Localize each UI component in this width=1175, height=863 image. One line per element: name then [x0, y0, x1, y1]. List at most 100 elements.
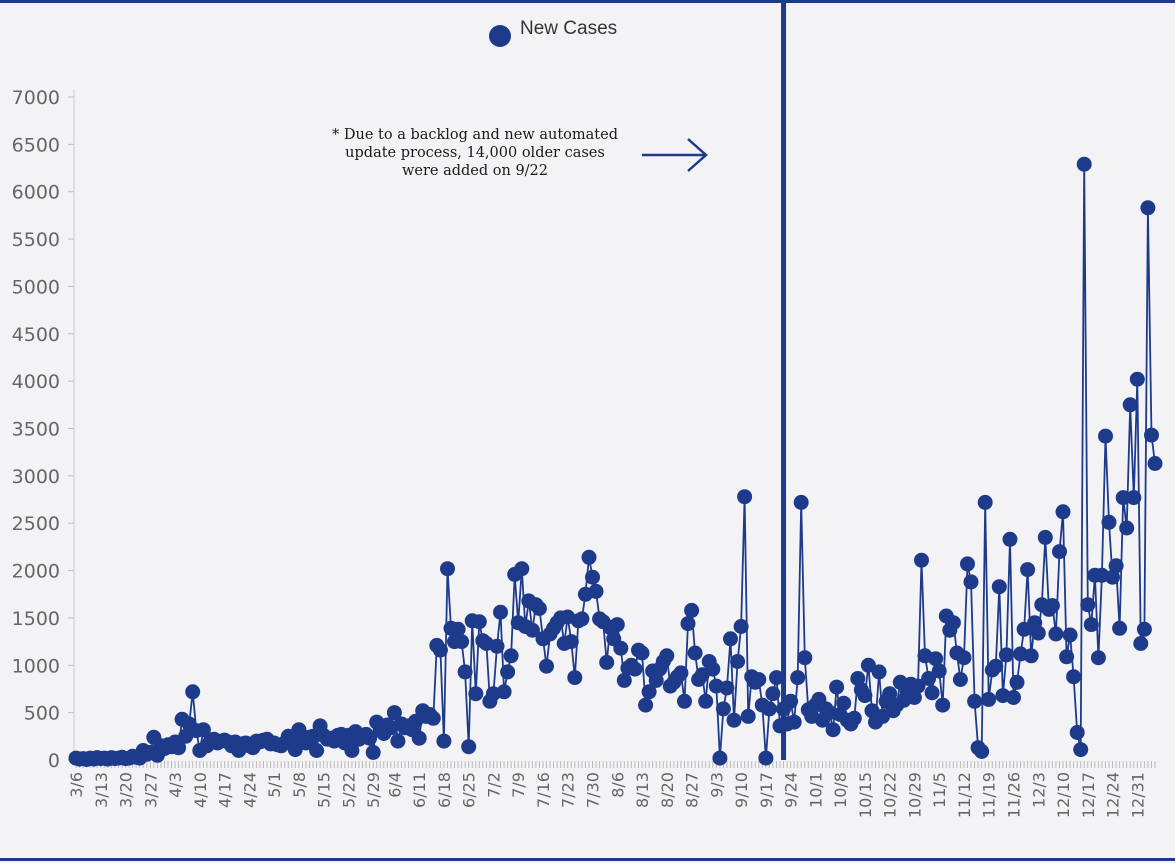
data-point — [1076, 156, 1092, 172]
data-point — [1020, 562, 1036, 578]
x-tick-label: 6/11 — [410, 772, 429, 808]
data-point — [733, 619, 749, 634]
data-point — [436, 733, 452, 749]
data-point — [871, 664, 887, 680]
data-point — [454, 634, 470, 650]
data-point — [638, 697, 654, 713]
data-point — [906, 690, 922, 705]
data-point — [765, 686, 781, 702]
data-point — [1006, 690, 1021, 705]
data-point — [468, 686, 484, 702]
data-point — [493, 604, 508, 620]
data-point — [450, 621, 466, 637]
x-tick-label: 11/5 — [930, 772, 949, 808]
data-point — [503, 648, 519, 664]
data-point — [616, 672, 632, 688]
data-point — [967, 693, 983, 709]
data-point — [514, 561, 530, 577]
legend: New Cases — [489, 18, 617, 47]
data-point — [489, 638, 505, 654]
x-tick-label: 12/3 — [1029, 772, 1048, 808]
data-point — [386, 705, 402, 721]
data-point — [1129, 371, 1145, 387]
data-point — [758, 750, 774, 766]
data-point — [309, 743, 325, 758]
data-point — [574, 611, 590, 627]
data-point — [956, 650, 972, 666]
x-tick-label: 10/1 — [806, 772, 825, 808]
x-tick-label: 10/8 — [831, 772, 850, 808]
data-point — [291, 722, 307, 738]
x-tick-label: 5/22 — [339, 772, 358, 808]
data-point — [988, 658, 1004, 674]
data-point — [715, 701, 731, 717]
x-tick-label: 8/20 — [658, 772, 677, 808]
y-tick-label: 4000 — [12, 371, 60, 393]
data-point — [836, 695, 852, 711]
data-point — [680, 616, 696, 632]
data-point — [588, 583, 604, 599]
x-tick-label: 12/24 — [1104, 772, 1123, 818]
data-point — [365, 744, 381, 760]
data-point — [1080, 597, 1096, 613]
data-point — [684, 602, 700, 618]
data-point — [1133, 636, 1149, 651]
data-point — [1147, 456, 1163, 471]
data-point — [945, 615, 961, 631]
y-tick-label: 500 — [24, 703, 60, 725]
y-axis: 0 500 1000 1500 2000 2500 3000 3500 4000 4500 5000… — [12, 87, 75, 772]
data-point — [1009, 674, 1025, 690]
data-point — [581, 549, 597, 565]
data-point — [1037, 529, 1053, 545]
data-point — [857, 688, 873, 704]
x-tick-label: 5/1 — [265, 772, 284, 798]
legend-marker — [489, 25, 511, 47]
data-point — [1105, 569, 1120, 585]
data-point — [1052, 544, 1067, 560]
x-tick-label: 11/26 — [1004, 772, 1023, 818]
x-tick-label: 7/16 — [534, 772, 553, 808]
y-tick-label: 6000 — [12, 182, 60, 204]
data-point — [963, 574, 979, 590]
y-tick-label: 1000 — [12, 655, 60, 677]
data-point — [719, 680, 735, 696]
data-point — [634, 645, 650, 661]
data-point — [977, 494, 993, 510]
legend-label: New Cases — [520, 18, 617, 39]
data-point — [998, 647, 1014, 663]
data-point — [991, 579, 1007, 595]
data-point — [723, 631, 738, 647]
x-tick-label: 7/9 — [509, 772, 528, 798]
y-tick-label: 2000 — [12, 561, 60, 583]
data-point — [952, 672, 968, 687]
data-point — [461, 739, 477, 755]
x-tick-label: 7/2 — [484, 772, 503, 798]
data-point — [641, 684, 657, 700]
data-point — [1069, 725, 1085, 740]
x-tick-label: 7/23 — [559, 772, 578, 808]
y-tick-label: 7000 — [12, 87, 60, 109]
data-point — [921, 671, 937, 686]
data-point — [677, 693, 692, 709]
data-point — [531, 601, 547, 616]
data-point — [1044, 598, 1060, 614]
data-point — [981, 691, 997, 707]
data-point — [793, 494, 809, 510]
data-point — [563, 634, 579, 650]
data-point — [705, 661, 721, 677]
data-point — [860, 657, 876, 673]
y-tick-label: 1500 — [12, 608, 60, 630]
data-point — [790, 670, 806, 686]
data-point — [931, 663, 947, 679]
data-point — [737, 489, 753, 505]
data-point — [1122, 397, 1138, 413]
data-point — [1144, 427, 1159, 443]
x-tick-label: 4/17 — [216, 772, 235, 808]
bottom-border — [0, 858, 1175, 861]
data-point — [1062, 627, 1078, 643]
y-tick-label: 6500 — [12, 134, 60, 156]
data-point — [935, 697, 951, 713]
data-point — [825, 722, 841, 738]
x-tick-label: 9/24 — [782, 772, 801, 808]
